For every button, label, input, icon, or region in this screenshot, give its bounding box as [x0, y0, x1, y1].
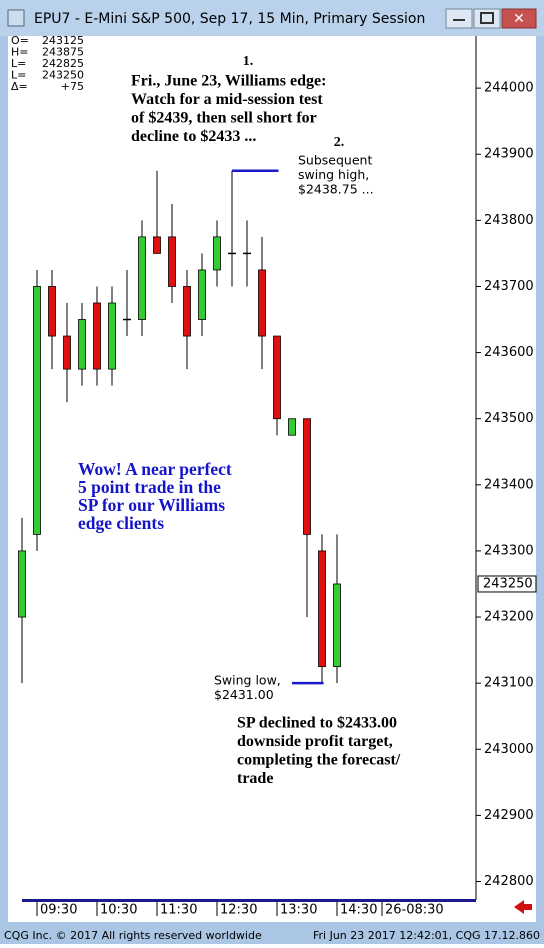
- annotation-swing-high: swing high,: [298, 167, 369, 182]
- scroll-arrow[interactable]: [514, 900, 532, 914]
- info-label: Δ=: [11, 80, 28, 93]
- info-value: 242825: [42, 57, 84, 70]
- minimize-button[interactable]: [445, 8, 473, 29]
- info-label: L=: [11, 57, 26, 70]
- y-tick-label: 243200: [484, 610, 534, 625]
- info-value: 243875: [42, 46, 84, 59]
- candle-body: [168, 236, 176, 287]
- window-title: EPU7 - E-Mini S&P 500, Sep 17, 15 Min, P…: [34, 11, 425, 27]
- candle-body: [138, 236, 146, 320]
- y-tick-label: 243100: [484, 676, 534, 691]
- annotation-wow: SP for our Williams: [78, 495, 225, 515]
- candle-body: [273, 335, 281, 420]
- last-price-label: 243250: [483, 576, 533, 591]
- x-tick-label: 11:30: [160, 903, 197, 918]
- info-label: L=: [11, 69, 26, 82]
- last-price-box: [477, 575, 537, 593]
- footer-right: Fri Jun 23 2017 12:42:01, CQG 17.12.860: [313, 929, 540, 942]
- time-axis-bar: [22, 899, 476, 902]
- y-tick-label: 243000: [484, 742, 534, 757]
- y-tick-label: 242900: [484, 808, 534, 823]
- y-tick-label: 243900: [484, 147, 534, 162]
- info-value: +75: [61, 80, 84, 93]
- annotation-result: trade: [237, 770, 273, 787]
- info-label: H=: [11, 46, 29, 59]
- chart-area: [8, 33, 536, 922]
- x-tick-label: 14:30: [340, 903, 377, 918]
- candle-body: [258, 269, 266, 337]
- annotation-result: SP declined to $2433.00: [237, 715, 397, 732]
- info-value: 243250: [42, 69, 84, 82]
- candle-body: [213, 236, 221, 271]
- candle-body: [303, 418, 311, 535]
- annotation-result: downside profit target,: [237, 733, 393, 750]
- annotation-wow: edge clients: [78, 513, 164, 533]
- candle-body: [93, 302, 101, 370]
- candle-body: [153, 236, 161, 254]
- candle-body: [48, 286, 56, 337]
- x-tick-label: 09:30: [40, 903, 77, 918]
- candle-body: [78, 319, 86, 370]
- annotation-swing-high: Subsequent: [298, 153, 372, 168]
- candle-body: [18, 550, 26, 618]
- svg-text:✕: ✕: [513, 11, 525, 27]
- candle-body: [63, 335, 71, 370]
- annotation-forecast: decline to $2433 ...: [131, 128, 256, 145]
- candle-body: [333, 583, 341, 668]
- candle-body: [108, 302, 116, 370]
- plot: 2440872428002429002430002431002432002433…: [11, 23, 537, 918]
- candle-body: [183, 286, 191, 337]
- y-tick-label: 244000: [484, 81, 534, 96]
- candle-body: [33, 286, 41, 535]
- annotation-forecast: Fri., June 23, Williams edge:: [131, 73, 326, 90]
- candle-body: [198, 269, 206, 320]
- y-tick-label: 243600: [484, 345, 534, 360]
- annotation-forecast: of $2439, then sell short for: [131, 110, 317, 127]
- candle-body: [318, 550, 326, 668]
- x-tick-label: 13:30: [280, 903, 317, 918]
- y-tick-label: 242800: [484, 874, 534, 889]
- x-tick-label: 26-08:30: [385, 903, 444, 918]
- y-tick-label: 243800: [484, 213, 534, 228]
- annotation-swing-low: Swing low,: [214, 673, 281, 688]
- candle-body: [288, 418, 296, 436]
- annotation-marker: 1.: [243, 54, 254, 69]
- annotation-wow: Wow! A near perfect: [78, 459, 232, 479]
- info-label: O=: [11, 34, 29, 47]
- annotation-forecast: Watch for a mid-session test: [131, 91, 323, 108]
- annotation-result: completing the forecast/: [237, 752, 401, 769]
- maximize-button[interactable]: [473, 8, 501, 29]
- footer-left: CQG Inc. © 2017 All rights reserved worl…: [4, 929, 262, 942]
- x-tick-label: 12:30: [220, 903, 257, 918]
- close-button[interactable]: [501, 8, 537, 29]
- y-tick-label: 243700: [484, 279, 534, 294]
- y-tick-label: 243300: [484, 543, 534, 558]
- app-icon: [7, 9, 25, 27]
- y-tick-label: 243500: [484, 411, 534, 426]
- annotation-wow: 5 point trade in the: [78, 477, 221, 497]
- annotation-marker: 2.: [334, 135, 345, 150]
- info-value: 243125: [42, 34, 84, 47]
- x-tick-label: 10:30: [100, 903, 137, 918]
- y-tick-label: 243400: [484, 477, 534, 492]
- annotation-swing-low: $2431.00: [214, 687, 274, 702]
- annotation-swing-high: $2438.75 ...: [298, 182, 374, 197]
